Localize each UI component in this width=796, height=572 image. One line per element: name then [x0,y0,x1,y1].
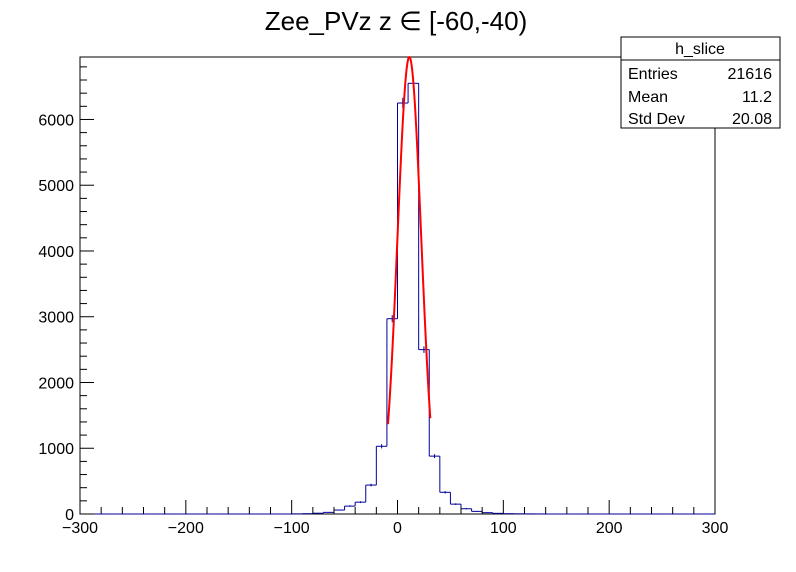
x-tick-label: 100 [490,520,517,537]
stats-entries-value: 21616 [728,66,773,83]
x-tick-label: 0 [393,520,402,537]
y-tick-label: 5000 [38,178,74,195]
stats-box-frame [620,36,781,129]
x-tick-label: −100 [274,520,310,537]
stats-title: h_slice [675,41,725,58]
y-tick-label: 3000 [38,310,74,327]
y-tick-label: 6000 [38,112,74,129]
chart-title: Zee_PVz z ∈ [-60,-40) [265,6,528,36]
y-tick-label: 0 [65,507,74,524]
gaussian-fit-curve [386,55,432,425]
x-tick-label: 200 [596,520,623,537]
y-tick-label: 1000 [38,441,74,458]
histogram-layer [80,77,715,515]
stats-box: h_slice Entries 21616 Mean 11.2 Std Dev … [620,36,781,129]
x-tick-label: −200 [168,520,204,537]
fit-layer [386,55,432,425]
stats-stddev-label: Std Dev [628,111,685,128]
axes-layer: −300 −200 −100 0 100 200 300010002000300040005… [38,66,729,537]
y-tick-label: 2000 [38,375,74,392]
stats-entries-label: Entries [628,66,678,83]
stats-mean-label: Mean [628,89,668,106]
x-tick-label: −300 [62,520,98,537]
stats-mean-value: 11.2 [742,89,772,106]
stats-stddev-value: 20.08 [732,111,772,128]
y-tick-label: 4000 [38,244,74,261]
x-tick-label: 300 [702,520,729,537]
